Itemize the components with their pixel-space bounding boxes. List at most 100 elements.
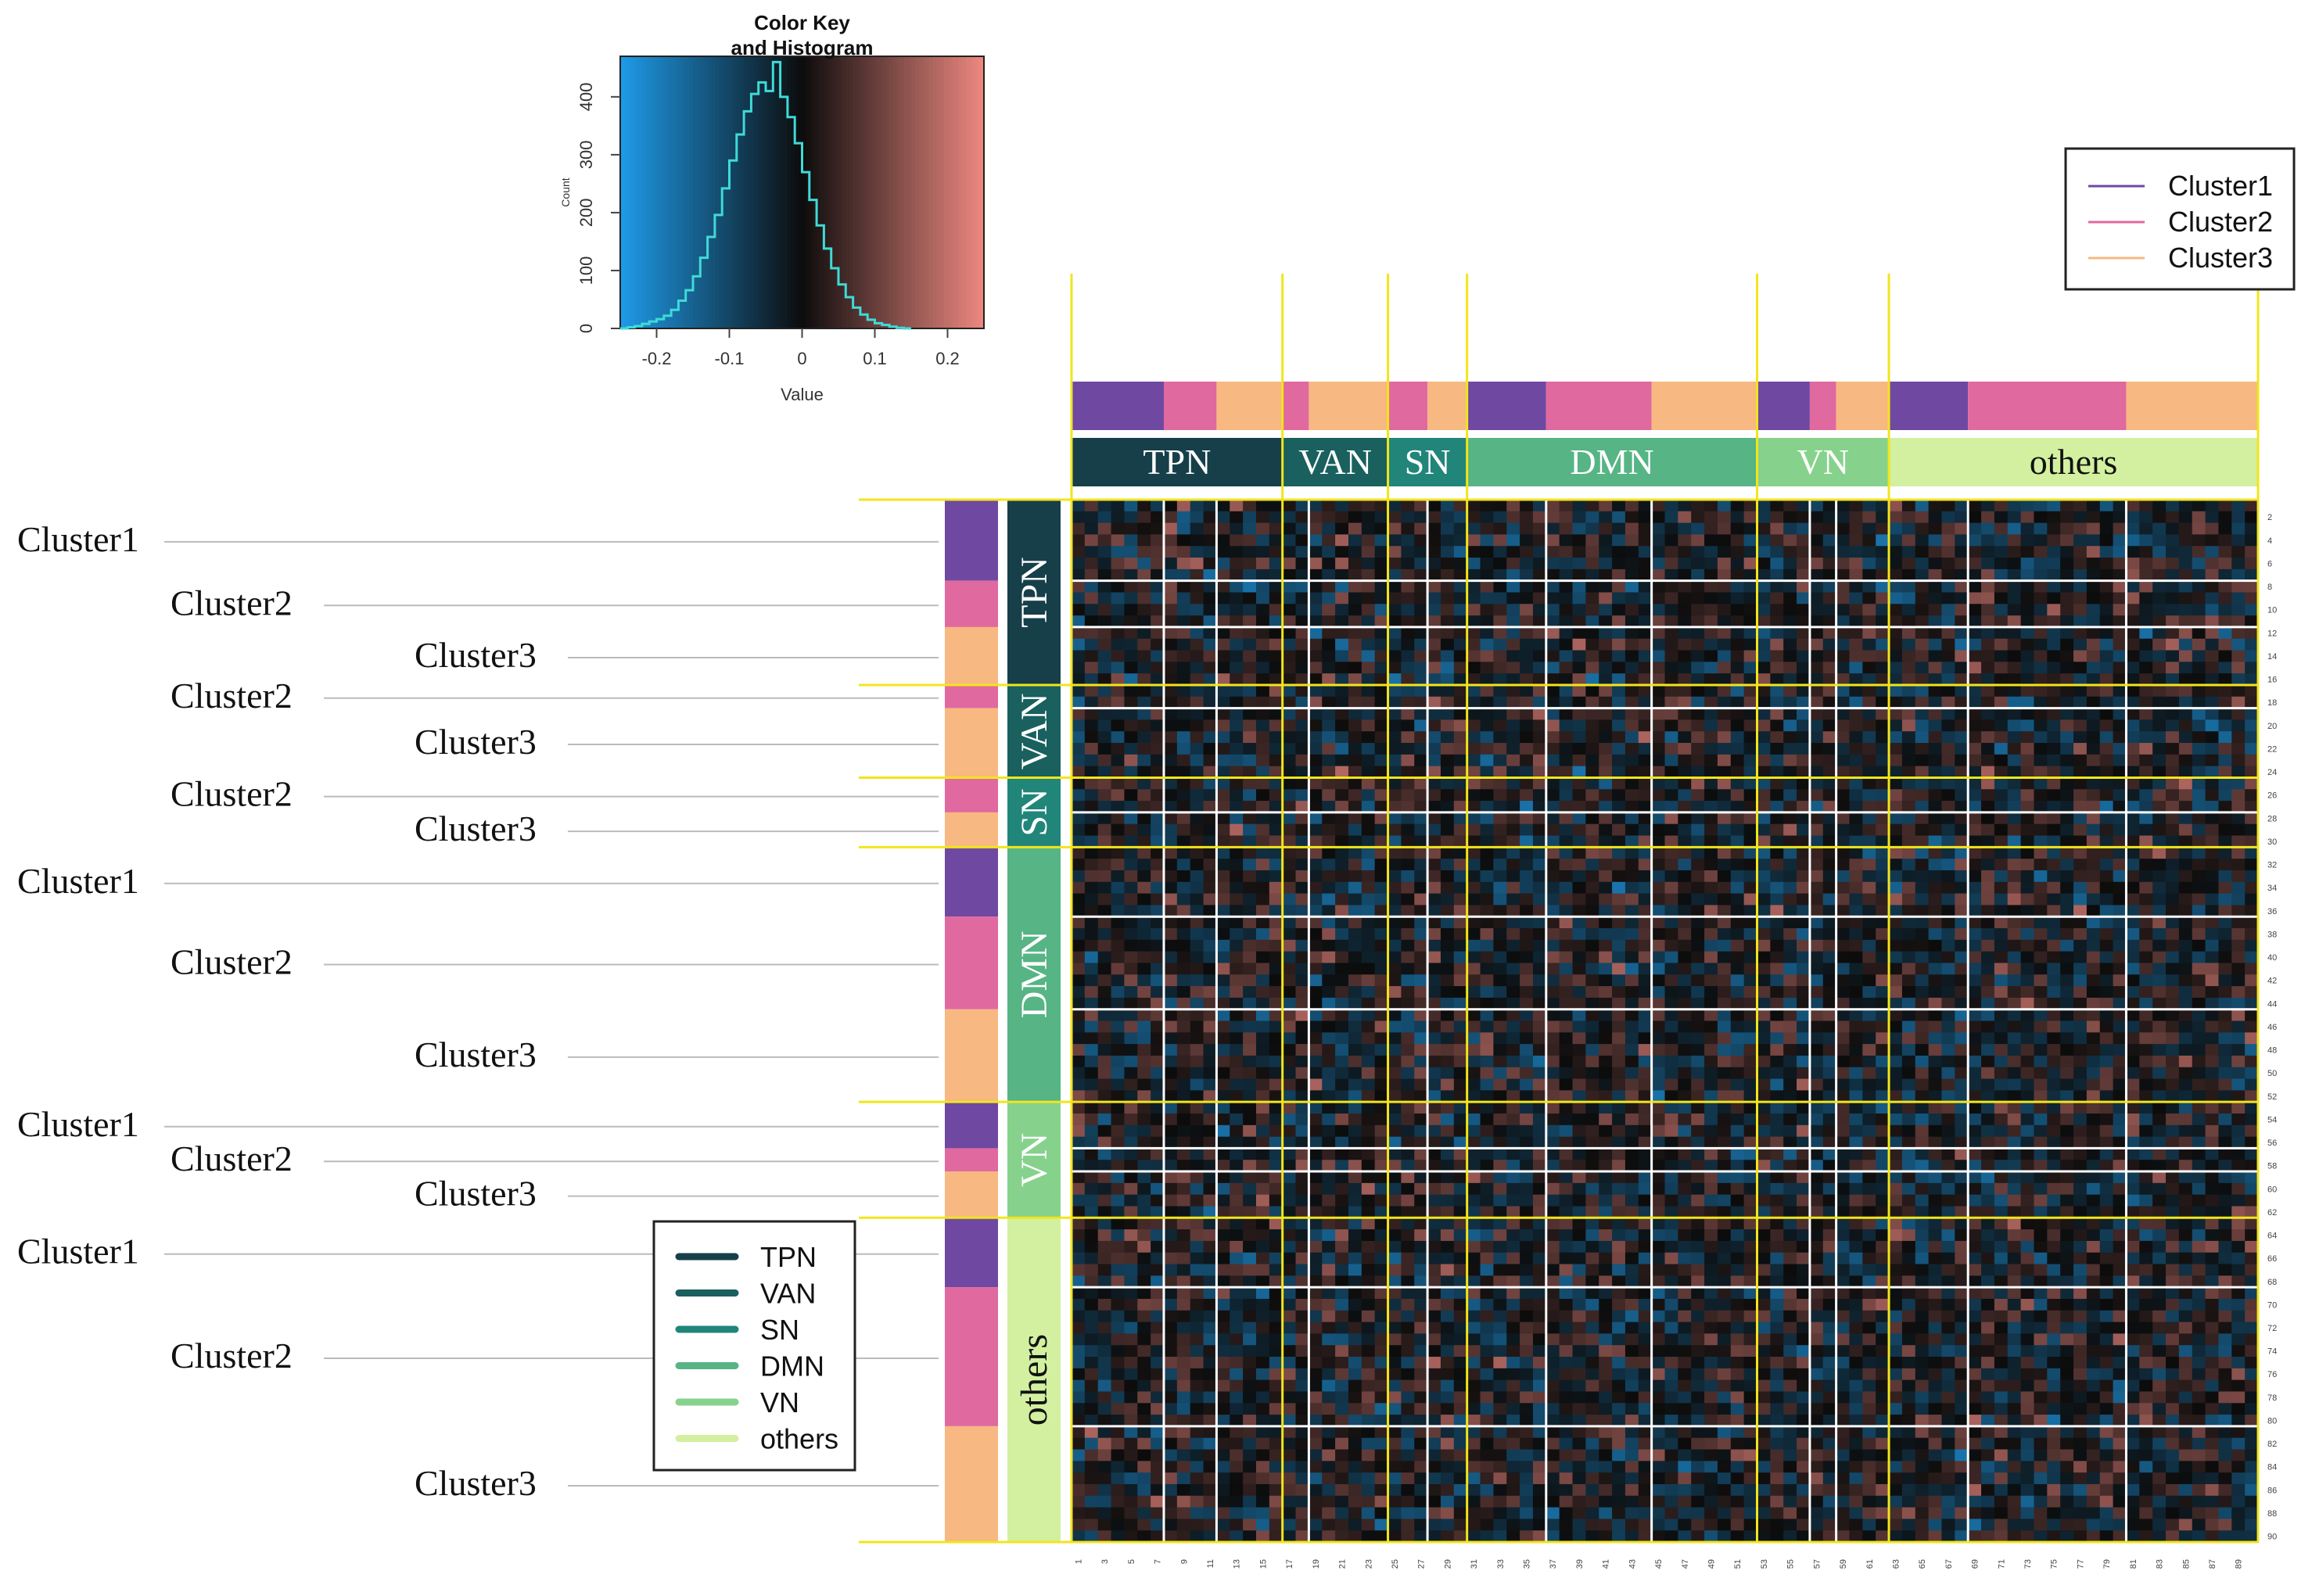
heatmap-cell: [1440, 1090, 1455, 1103]
heatmap-cell: [1282, 662, 1297, 674]
heatmap-cell: [1797, 719, 1811, 732]
heatmap-cell: [1941, 1009, 1955, 1022]
heatmap-cell: [1585, 963, 1599, 975]
heatmap-cell: [1151, 870, 1165, 883]
top-cluster-segment: [1072, 382, 1164, 430]
heatmap-cell: [1783, 881, 1797, 895]
heatmap-cell: [1335, 974, 1349, 987]
heatmap-cell: [1955, 859, 1969, 871]
heatmap-cell: [1717, 626, 1732, 640]
heatmap-cell: [1849, 1090, 1863, 1103]
heatmap-cell: [1190, 859, 1204, 871]
heatmap-cell: [1190, 638, 1204, 651]
heatmap-cell: [1572, 511, 1586, 524]
heatmap-cell: [2231, 1102, 2246, 1114]
heatmap-cell: [1190, 500, 1204, 512]
heatmap-cell: [1190, 568, 1204, 582]
heatmap-cell: [1137, 1113, 1151, 1126]
heatmap-cell: [1809, 719, 1824, 732]
heatmap-cell: [1216, 881, 1230, 895]
heatmap-cell: [1282, 1102, 1297, 1114]
heatmap-cell: [1797, 708, 1811, 721]
heatmap-cell: [1282, 534, 1297, 547]
heatmap-cell: [1968, 615, 1982, 628]
heatmap-cell: [2007, 500, 2022, 512]
heatmap-cell: [2205, 859, 2220, 871]
heatmap-cell: [1414, 522, 1428, 536]
heatmap-cell: [1137, 986, 1151, 999]
heatmap-cell: [2073, 500, 2088, 512]
heatmap-cell: [1295, 650, 1309, 662]
heatmap-cell: [1612, 719, 1626, 732]
heatmap-cell: [1255, 1078, 1270, 1091]
color-key-strip: [929, 56, 934, 328]
heatmap-cell: [1559, 662, 1574, 674]
heatmap-cell: [1151, 558, 1165, 570]
heatmap-cell: [1097, 1113, 1112, 1126]
heatmap-cell: [1572, 835, 1586, 848]
row-cluster-label: Cluster3: [415, 1174, 537, 1214]
heatmap-cell: [2113, 859, 2127, 871]
heatmap-cell: [1282, 974, 1297, 987]
heatmap-cell: [1876, 673, 1890, 686]
heatmap-cell: [1255, 546, 1270, 558]
heatmap-cell: [1151, 500, 1165, 512]
heatmap-cell: [1467, 893, 1481, 906]
heatmap-cell: [1440, 997, 1455, 1010]
heatmap-cell: [1111, 580, 1125, 594]
heatmap-cell: [1427, 615, 1441, 628]
heatmap-cell: [1309, 870, 1323, 883]
heatmap-cell: [1572, 580, 1586, 594]
heatmap-cell: [1348, 916, 1362, 929]
heatmap-cell: [1124, 1078, 1138, 1091]
heatmap-cell: [1822, 1078, 1837, 1091]
heatmap-cell: [1717, 568, 1732, 582]
heatmap-cell: [1625, 777, 1639, 790]
heatmap-cell: [2139, 1078, 2153, 1091]
heatmap-cell: [1243, 568, 1257, 582]
heatmap-cell: [1809, 500, 1824, 512]
heatmap-cell: [1151, 916, 1165, 929]
heatmap-cell: [2126, 708, 2140, 721]
heatmap-cell: [2073, 568, 2088, 582]
heatmap-cell: [1176, 881, 1191, 895]
heatmap-cell: [1453, 812, 1468, 825]
heatmap-cell: [1797, 939, 1811, 952]
heatmap-cell: [1453, 974, 1468, 987]
heatmap-cell: [2245, 859, 2259, 871]
heatmap-cell: [1203, 823, 1218, 837]
heatmap-cell: [1084, 568, 1099, 582]
heatmap-cell: [2218, 859, 2232, 871]
heatmap-cell: [1572, 1055, 1586, 1068]
heatmap-cell: [1532, 662, 1547, 674]
heatmap-cell: [1743, 511, 1758, 524]
heatmap-cell: [1453, 580, 1468, 594]
heatmap-cell: [1401, 823, 1415, 837]
heatmap-cell: [1862, 592, 1876, 604]
heatmap-cell: [1361, 719, 1376, 732]
heatmap-cell: [1691, 673, 1705, 686]
heatmap-cell: [1704, 916, 1718, 929]
heatmap-cell: [1572, 951, 1586, 964]
heatmap-cell: [1730, 1090, 1745, 1103]
heatmap-cell: [1295, 1067, 1309, 1080]
heatmap-cell: [1506, 986, 1520, 999]
heatmap-cell: [1664, 696, 1678, 709]
heatmap-cell: [1559, 789, 1574, 802]
heatmap-cell: [1743, 997, 1758, 1010]
heatmap-cell: [1414, 905, 1428, 917]
heatmap-cell: [2218, 684, 2232, 698]
heatmap-cell: [1084, 1055, 1099, 1068]
heatmap-cell: [1546, 905, 1560, 917]
heatmap-cell: [1572, 916, 1586, 929]
heatmap-cell: [2034, 916, 2048, 929]
heatmap-cell: [2047, 801, 2061, 813]
heatmap-cell: [1255, 823, 1270, 837]
heatmap-cell: [1704, 974, 1718, 987]
heatmap-cell: [1717, 1055, 1732, 1068]
heatmap-cell: [1348, 546, 1362, 558]
heatmap-cell: [1255, 1032, 1270, 1045]
heatmap-cell: [1559, 997, 1574, 1010]
heatmap-cell: [1137, 638, 1151, 651]
heatmap-cell: [1348, 1102, 1362, 1114]
